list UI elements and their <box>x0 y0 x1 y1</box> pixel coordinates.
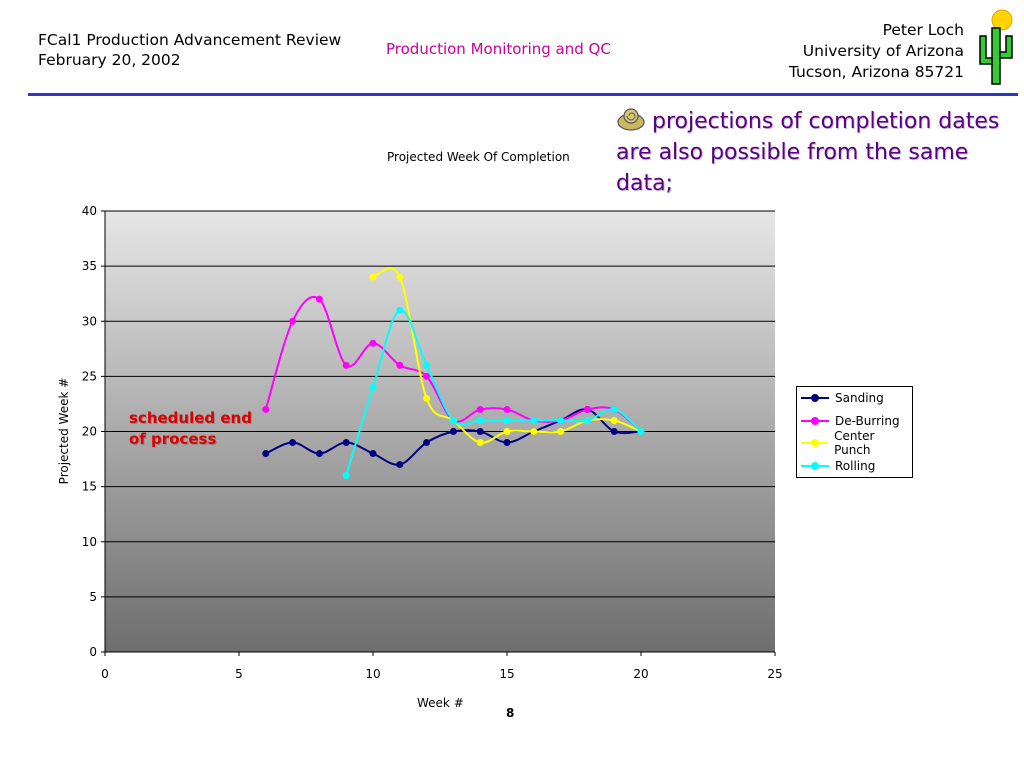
review-title: FCal1 Production Advancement Review <box>38 31 342 49</box>
legend-item-rolling: Rolling <box>797 455 912 478</box>
data-point-rolling <box>503 416 511 424</box>
author-name: Peter Loch <box>882 21 964 39</box>
x-tick-label: 5 <box>235 667 243 681</box>
scheduled-end-annotation: scheduled end of process <box>129 408 252 450</box>
data-point-sanding <box>342 439 350 447</box>
snail-bullet-icon <box>617 108 645 131</box>
legend-item-center-punch: Center Punch <box>797 429 912 458</box>
author-address: Tucson, Arizona 85721 <box>788 63 964 81</box>
data-point-center-punch <box>476 439 484 447</box>
y-tick-label: 20 <box>82 425 97 439</box>
x-tick-label: 25 <box>767 667 782 681</box>
legend-swatch-rolling <box>801 460 829 472</box>
x-tick-label: 10 <box>365 667 380 681</box>
data-point-sanding <box>476 428 484 435</box>
chart-title: Projected Week Of Completion <box>387 150 570 164</box>
data-point-de-burring <box>262 405 270 413</box>
legend-label-rolling: Rolling <box>835 458 876 473</box>
data-point-sanding <box>610 428 618 435</box>
y-tick-label: 5 <box>89 590 97 604</box>
data-point-rolling <box>449 416 457 424</box>
data-point-center-punch <box>557 428 565 435</box>
legend-label-sanding: Sanding <box>835 391 884 406</box>
x-tick-label: 0 <box>101 667 109 681</box>
series-line-center-punch <box>372 267 642 444</box>
y-tick-label: 35 <box>82 259 97 273</box>
x-axis-label: Week # <box>417 696 464 710</box>
data-point-rolling <box>637 428 645 435</box>
data-point-center-punch <box>369 273 377 281</box>
x-tick-label: 20 <box>633 667 648 681</box>
chart-legend: Sanding De-Burring Center Punch Rolling <box>796 386 913 478</box>
data-point-de-burring <box>315 295 323 303</box>
header-left: FCal1 Production Advancement Review Febr… <box>38 30 341 70</box>
data-point-sanding <box>503 439 511 447</box>
header-right: Peter Loch University of Arizona Tucson,… <box>789 20 964 83</box>
data-point-sanding <box>315 450 323 458</box>
author-affiliation: University of Arizona <box>802 42 964 60</box>
data-point-rolling <box>423 361 431 369</box>
data-point-sanding <box>369 450 377 458</box>
y-tick-label: 0 <box>89 645 97 659</box>
slide-section-title: Production Monitoring and QC <box>386 40 611 58</box>
header-rule <box>28 93 1018 96</box>
data-point-center-punch <box>423 394 431 402</box>
data-point-de-burring <box>476 405 484 413</box>
data-point-de-burring <box>396 361 404 369</box>
legend-item-de-burring: De-Burring <box>797 410 912 433</box>
legend-item-sanding: Sanding <box>797 387 912 410</box>
data-point-center-punch <box>610 416 618 424</box>
data-point-rolling <box>396 306 404 314</box>
legend-swatch-de-burring <box>801 415 829 427</box>
data-point-de-burring <box>583 405 591 413</box>
y-tick-label: 30 <box>82 314 97 328</box>
annotation-line2: of process <box>129 430 217 448</box>
data-point-center-punch <box>503 428 511 435</box>
data-point-rolling <box>610 405 618 413</box>
bullet-text: projections of completion dates are also… <box>616 109 1000 196</box>
y-tick-label: 15 <box>82 480 97 494</box>
legend-swatch-sanding <box>801 392 829 404</box>
data-point-rolling <box>583 416 591 424</box>
data-point-de-burring <box>503 405 511 413</box>
data-point-rolling <box>342 472 350 480</box>
data-point-sanding <box>262 450 270 458</box>
data-point-de-burring <box>342 361 350 369</box>
legend-label-center-punch: Center Punch <box>834 429 875 458</box>
y-tick-label: 10 <box>82 535 97 549</box>
x-tick-label: 15 <box>499 667 514 681</box>
data-point-rolling <box>557 416 565 424</box>
data-point-de-burring <box>369 339 377 347</box>
data-point-rolling <box>369 383 377 391</box>
legend-swatch-center-punch <box>801 437 829 449</box>
data-point-center-punch <box>396 273 404 281</box>
data-point-sanding <box>396 461 404 469</box>
legend-label-de-burring: De-Burring <box>835 413 900 428</box>
data-point-rolling <box>530 416 538 424</box>
data-point-rolling <box>476 416 484 424</box>
page-number: 8 <box>506 706 515 720</box>
data-point-sanding <box>449 428 457 435</box>
data-point-center-punch <box>530 428 538 435</box>
bullet-point: projections of completion dates are also… <box>616 106 1016 199</box>
data-point-sanding <box>289 439 297 447</box>
cactus-logo-icon <box>979 9 1013 85</box>
y-axis-label: Projected Week # <box>57 377 71 485</box>
y-tick-label: 25 <box>82 369 97 383</box>
data-point-sanding <box>423 439 431 447</box>
review-date: February 20, 2002 <box>38 51 181 69</box>
y-tick-label: 40 <box>82 204 97 218</box>
data-point-de-burring <box>423 372 431 380</box>
annotation-line1: scheduled end <box>129 409 252 427</box>
data-point-de-burring <box>289 317 297 325</box>
